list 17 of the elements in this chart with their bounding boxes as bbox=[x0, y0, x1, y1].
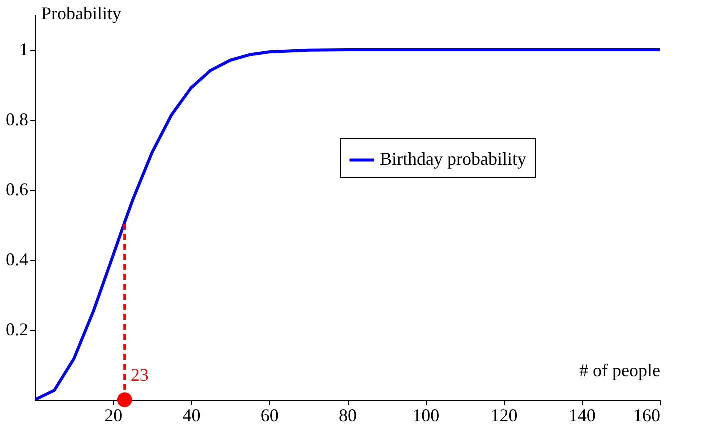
x-axis-title: # of people bbox=[580, 360, 660, 380]
x-tick-label: 100 bbox=[412, 406, 440, 426]
y-tick-label: 1 bbox=[20, 40, 28, 60]
x-tick-label: 80 bbox=[339, 406, 357, 426]
x-tick-label: 20 bbox=[104, 406, 123, 426]
y-tick-label: 0.4 bbox=[6, 250, 28, 270]
x-tick-label: 120 bbox=[490, 406, 518, 426]
legend-label: Birthday probability bbox=[380, 149, 526, 170]
x-tick-label: 40 bbox=[182, 406, 201, 426]
annotation: 23 bbox=[130, 365, 149, 385]
y-tick-label: 0.6 bbox=[6, 180, 28, 200]
y-tick-label: 0.8 bbox=[6, 110, 28, 130]
y-tick-label: 0.2 bbox=[6, 320, 28, 340]
x-tick-label: 140 bbox=[568, 406, 596, 426]
x-tick-label: 60 bbox=[260, 406, 279, 426]
x-tick-label: 160 bbox=[634, 406, 660, 426]
y-axis-title: Probability bbox=[42, 4, 122, 24]
